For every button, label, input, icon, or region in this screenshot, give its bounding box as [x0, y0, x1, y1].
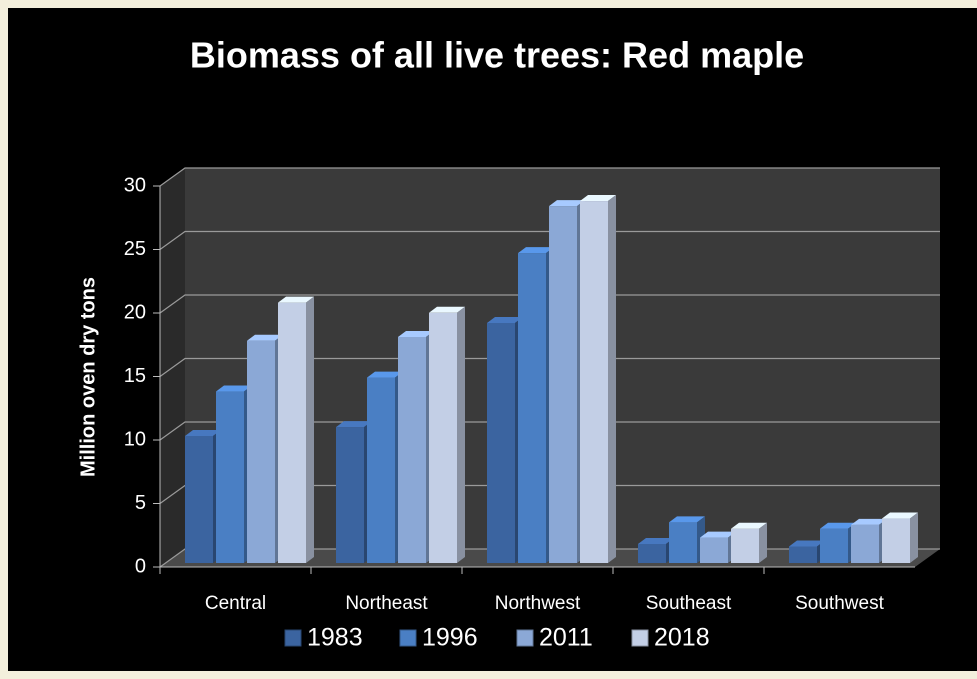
bar-front — [731, 528, 759, 563]
bar-front — [278, 302, 306, 563]
y-tick-label: 15 — [124, 365, 146, 387]
bar-front — [518, 253, 546, 563]
bar — [700, 531, 736, 563]
bar-front — [336, 427, 364, 563]
bar-top — [851, 518, 887, 525]
x-tick-label: Southwest — [795, 593, 884, 614]
y-axis-label: Million oven dry tons — [77, 277, 99, 477]
bar-top — [487, 316, 523, 323]
bar — [882, 512, 918, 563]
bar-top — [429, 306, 465, 313]
bar-front — [185, 436, 213, 563]
bar-front — [669, 522, 697, 563]
bar-top — [216, 385, 252, 392]
bar-top — [580, 195, 616, 202]
bar-side — [306, 296, 314, 563]
bar — [638, 537, 674, 563]
bar-top — [549, 200, 585, 207]
bar — [367, 371, 403, 563]
legend-label: 2018 — [654, 624, 710, 652]
bar-front — [398, 336, 426, 563]
y-tick-label: 10 — [124, 428, 146, 450]
bar-top — [882, 512, 918, 519]
bar — [669, 516, 705, 563]
bar-front — [638, 543, 666, 563]
bar — [216, 385, 252, 563]
bar — [518, 247, 554, 563]
bar — [851, 518, 887, 563]
chart-title: Biomass of all live trees: Red maple — [190, 35, 804, 76]
legend-label: 1983 — [307, 624, 363, 652]
legend-swatch — [284, 629, 302, 647]
grid-line — [159, 421, 940, 441]
bar — [820, 522, 856, 563]
bar-front — [367, 377, 395, 563]
bar — [731, 522, 767, 563]
grid-line — [159, 357, 940, 377]
y-tick-label: 25 — [124, 238, 146, 260]
bar-top — [669, 516, 705, 523]
bar-front — [487, 322, 515, 563]
x-tick-label: Southeast — [646, 593, 732, 614]
bar-side — [457, 306, 465, 563]
legend-swatch — [631, 629, 649, 647]
bar — [789, 540, 825, 563]
legend-swatch — [399, 629, 417, 647]
y-tick-label: 20 — [124, 301, 146, 323]
bar — [580, 195, 616, 564]
bar — [247, 334, 283, 563]
x-tick-label: Northwest — [495, 593, 581, 614]
bar — [336, 421, 372, 563]
bar-top — [820, 522, 856, 529]
bar-top — [518, 247, 554, 254]
y-tick-label: 0 — [135, 555, 146, 577]
x-tick-label: Northeast — [345, 593, 428, 614]
legend-label: 1996 — [422, 624, 478, 652]
bar-side — [759, 522, 767, 563]
grid-line — [159, 167, 940, 187]
bar-front — [820, 528, 848, 563]
bar-top — [731, 522, 767, 529]
bar-front — [789, 546, 817, 563]
bar-top — [247, 334, 283, 341]
bar-front — [700, 537, 728, 563]
y-tick-label: 5 — [135, 492, 146, 514]
legend-swatch — [516, 629, 534, 647]
y-tick-label: 30 — [124, 174, 146, 196]
bar — [398, 330, 434, 563]
bar-top — [278, 296, 314, 303]
bar-front — [247, 340, 275, 563]
bar-side — [608, 195, 616, 564]
x-tick-label: Central — [205, 593, 266, 614]
bar-front — [429, 312, 457, 563]
bar-front — [580, 201, 608, 564]
bar-top — [398, 330, 434, 337]
bar-side — [910, 512, 918, 563]
bar-top — [638, 537, 674, 544]
bar-top — [789, 540, 825, 547]
bar-top — [367, 371, 403, 378]
bar-top — [336, 421, 372, 428]
bar — [185, 430, 221, 563]
bar-front — [216, 391, 244, 563]
bar — [278, 296, 314, 563]
bar-front — [882, 518, 910, 563]
bar — [429, 306, 465, 563]
bar-front — [549, 206, 577, 563]
bar — [487, 316, 523, 563]
grid-line — [159, 230, 940, 250]
bar-front — [851, 524, 879, 563]
legend-label: 2011 — [539, 624, 593, 652]
bar — [549, 200, 585, 563]
bar-top — [700, 531, 736, 538]
grid-line — [159, 294, 940, 314]
bar-top — [185, 430, 221, 436]
